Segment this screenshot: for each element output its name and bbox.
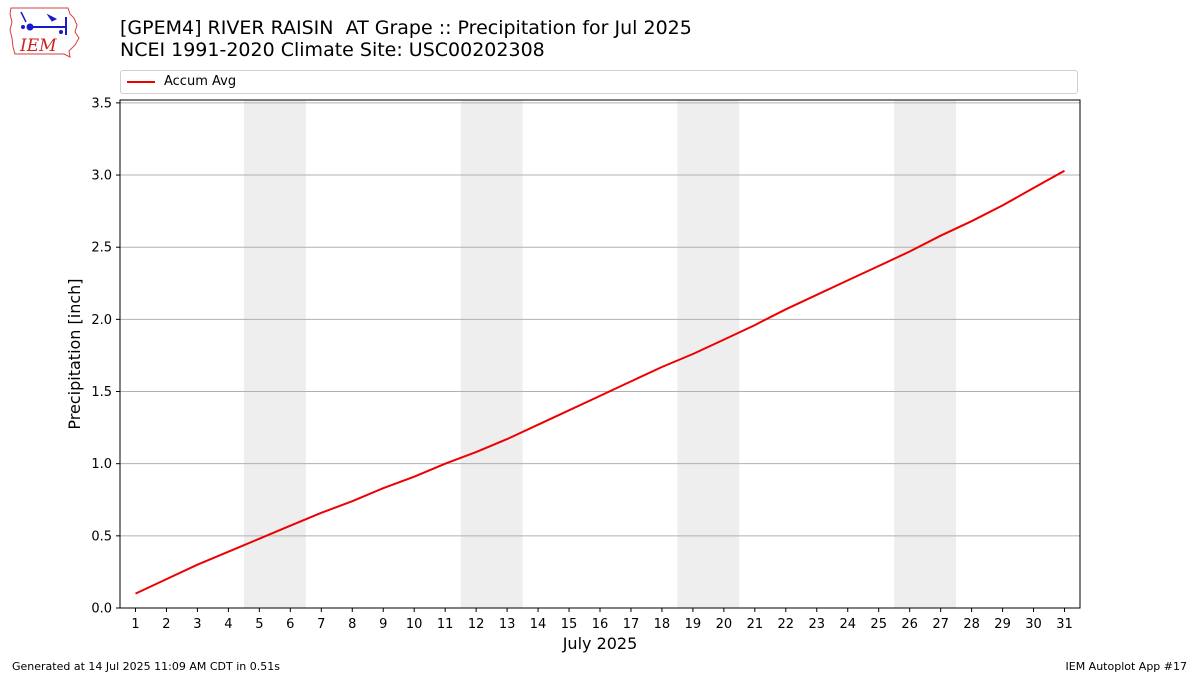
x-tick-label: 8	[348, 617, 356, 632]
x-tick-label: 21	[747, 617, 764, 632]
x-tick-label: 15	[561, 617, 578, 632]
chart-subtitle: NCEI 1991-2020 Climate Site: USC00202308	[120, 39, 545, 61]
x-tick-label: 10	[406, 617, 423, 632]
y-tick-label: 0.0	[91, 602, 112, 617]
weekend-band-4	[894, 100, 957, 608]
x-tick-label: 31	[1056, 617, 1073, 632]
x-tick-label: 13	[499, 617, 516, 632]
logo-text: IEM	[19, 36, 57, 56]
x-tick-label: 18	[654, 617, 671, 632]
iowa-outline-icon	[9, 7, 80, 58]
x-tick-label: 5	[255, 617, 263, 632]
x-tick-label: 11	[437, 617, 454, 632]
footer-app-id: IEM Autoplot App #17	[1065, 660, 1188, 673]
x-tick-label: 6	[286, 617, 294, 632]
chart-title: [GPEM4] RIVER RAISIN AT Grape :: Precipi…	[120, 17, 692, 39]
footer-generated-text: Generated at 14 Jul 2025 11:09 AM CDT in…	[12, 660, 280, 673]
x-tick-label: 26	[901, 617, 918, 632]
x-axis-label: July 2025	[562, 634, 638, 653]
x-tick-label: 19	[685, 617, 702, 632]
x-tick-label: 2	[162, 617, 170, 632]
x-tick-label: 1	[131, 617, 139, 632]
x-tick-label: 12	[468, 617, 485, 632]
y-tick-label: 3.0	[91, 169, 112, 184]
x-tick-label: 16	[592, 617, 609, 632]
x-tick-label: 24	[839, 617, 856, 632]
series-line-accum-avg	[135, 169, 1065, 595]
x-tick-label: 28	[963, 617, 980, 632]
weekend-band-1	[243, 100, 306, 608]
x-tick-label: 27	[932, 617, 949, 632]
legend: Accum Avg	[120, 70, 1078, 94]
y-tick-label: 3.5	[91, 96, 112, 111]
iem-logo: IEM	[9, 7, 80, 58]
weather-station-icon	[20, 11, 67, 35]
x-tick-label: 4	[224, 617, 232, 632]
y-axis-label: Precipitation [inch]	[65, 278, 84, 429]
x-tick-label: 3	[193, 617, 201, 632]
weekend-band-2	[460, 100, 523, 608]
weekend-band-3	[677, 100, 740, 608]
x-tick-label: 22	[778, 617, 795, 632]
x-tick-label: 17	[623, 617, 640, 632]
y-tick-label: 2.5	[91, 241, 112, 256]
x-tick-label: 30	[1025, 617, 1042, 632]
x-tick-label: 23	[809, 617, 826, 632]
y-tick-label: 1.0	[91, 457, 112, 472]
x-tick-label: 25	[870, 617, 887, 632]
x-tick-label: 14	[530, 617, 547, 632]
y-tick-label: 0.5	[91, 529, 112, 544]
legend-label-accum-avg: Accum Avg	[164, 74, 237, 89]
legend-swatch-accum-avg	[127, 81, 155, 83]
y-tick-label: 1.5	[91, 385, 112, 400]
x-tick-label: 29	[994, 617, 1011, 632]
y-tick-label: 2.0	[91, 313, 112, 328]
x-tick-label: 20	[716, 617, 733, 632]
x-tick-label: 7	[317, 617, 325, 632]
x-tick-label: 9	[379, 617, 387, 632]
